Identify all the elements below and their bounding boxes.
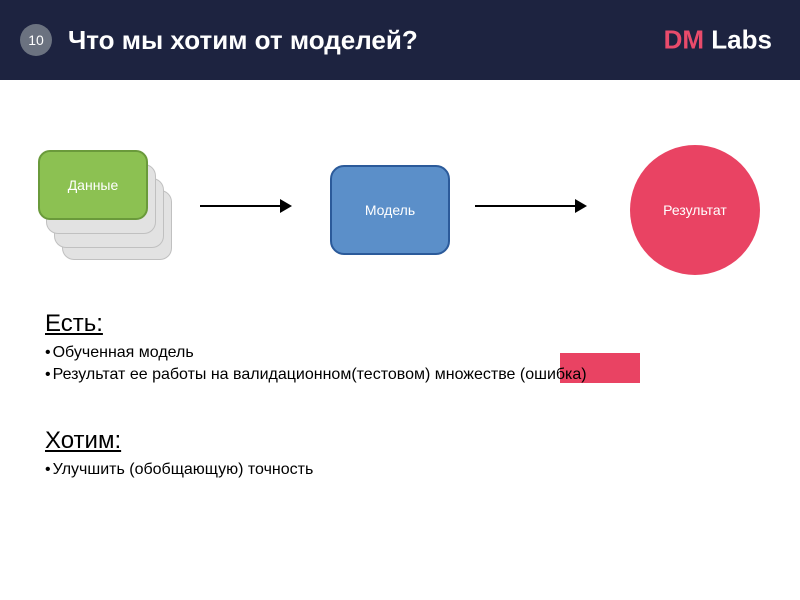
text-content: Есть: Обученная модель Результат ее рабо… <box>45 310 745 481</box>
want-bullet: Улучшить (обобщающую) точность <box>45 459 745 481</box>
arrow-data-to-model <box>200 205 290 207</box>
want-heading: Хотим: <box>45 427 745 455</box>
data-node-label: Данные <box>68 177 119 193</box>
brand-dm: DM <box>664 25 704 55</box>
brand-labs: Labs <box>704 25 772 55</box>
have-bullet: Обученная модель <box>45 342 745 364</box>
arrow-model-to-result <box>475 205 585 207</box>
section-have: Есть: Обученная модель Результат ее рабо… <box>45 310 745 387</box>
data-node: Данные <box>38 150 168 260</box>
model-node: Модель <box>330 165 450 255</box>
slide-number-badge: 10 <box>20 24 52 56</box>
slide-title: Что мы хотим от моделей? <box>68 25 418 56</box>
section-want: Хотим: Улучшить (обобщающую) точность <box>45 427 745 481</box>
have-heading: Есть: <box>45 310 745 338</box>
have-bullet: Результат ее работы на валидационном(тес… <box>45 364 745 386</box>
slide-header: 10 Что мы хотим от моделей? DM Labs <box>0 0 800 80</box>
result-node-label: Результат <box>663 202 727 218</box>
model-node-label: Модель <box>365 202 415 218</box>
brand-logo: DM Labs <box>664 25 772 56</box>
flow-diagram: Данные Модель Результат <box>0 150 800 300</box>
data-card-front: Данные <box>38 150 148 220</box>
result-node: Результат <box>630 145 760 275</box>
